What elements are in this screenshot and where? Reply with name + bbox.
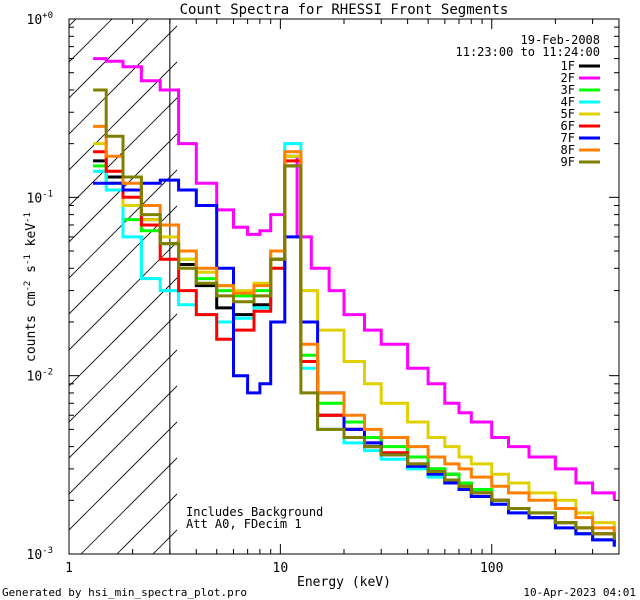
x-axis-label: Energy (keV): [297, 575, 391, 590]
legend-label: 6F: [561, 119, 575, 133]
legend-label: 2F: [561, 71, 575, 85]
legend-label: 7F: [561, 131, 575, 145]
y-tick-labels: 10-3 10-2 10-1 10+0: [27, 11, 54, 563]
y-tick-label: 10-1: [27, 189, 54, 206]
legend-label: 4F: [561, 95, 575, 109]
x-tick-label: 10: [273, 561, 289, 576]
hatch-line: [69, 385, 177, 495]
series-line-8F: [93, 124, 616, 534]
axis-ticks: [68, 18, 620, 555]
y-tick-label: 10-2: [27, 368, 54, 385]
legend-label: 8F: [561, 143, 575, 157]
hatch-line: [69, 169, 177, 279]
x-tick-label: 100: [480, 561, 503, 576]
hatch-line: [69, 241, 177, 351]
annotation-background: Includes Background: [186, 505, 323, 519]
legend-label: 9F: [561, 155, 575, 169]
series-line-9F: [93, 88, 616, 540]
hatch-line: [69, 25, 177, 135]
footer-generated-by: Generated by hsi_min_spectra_plot.pro: [2, 586, 247, 599]
x-tick-label: 1: [65, 561, 73, 576]
legend-label: 1F: [561, 59, 575, 73]
legend-label: 3F: [561, 83, 575, 97]
legend-label: 5F: [561, 107, 575, 121]
series-line-2F: [93, 57, 616, 501]
time-range: 11:23:00 to 11:24:00: [456, 45, 601, 59]
observation-date: 19-Feb-2008: [521, 33, 600, 47]
series-group: [93, 57, 616, 547]
annotation-attenuator: Att A0, FDecim 1: [186, 517, 302, 531]
y-tick-label: 10+0: [27, 11, 54, 28]
footer-timestamp: 10-Apr-2023 04:01: [523, 586, 636, 599]
hatch-line: [69, 349, 177, 459]
chart-title: Count Spectra for RHESSI Front Segments: [180, 2, 509, 18]
y-axis-label: counts cm-2 s-1 keV-1: [23, 212, 39, 362]
hatch-line: [69, 205, 177, 315]
hatch-line: [69, 19, 113, 63]
attenuator-hatch-region: [69, 19, 177, 554]
hatch-line: [69, 19, 149, 99]
y-tick-label: 10-3: [27, 546, 54, 563]
hatch-line: [69, 421, 177, 531]
